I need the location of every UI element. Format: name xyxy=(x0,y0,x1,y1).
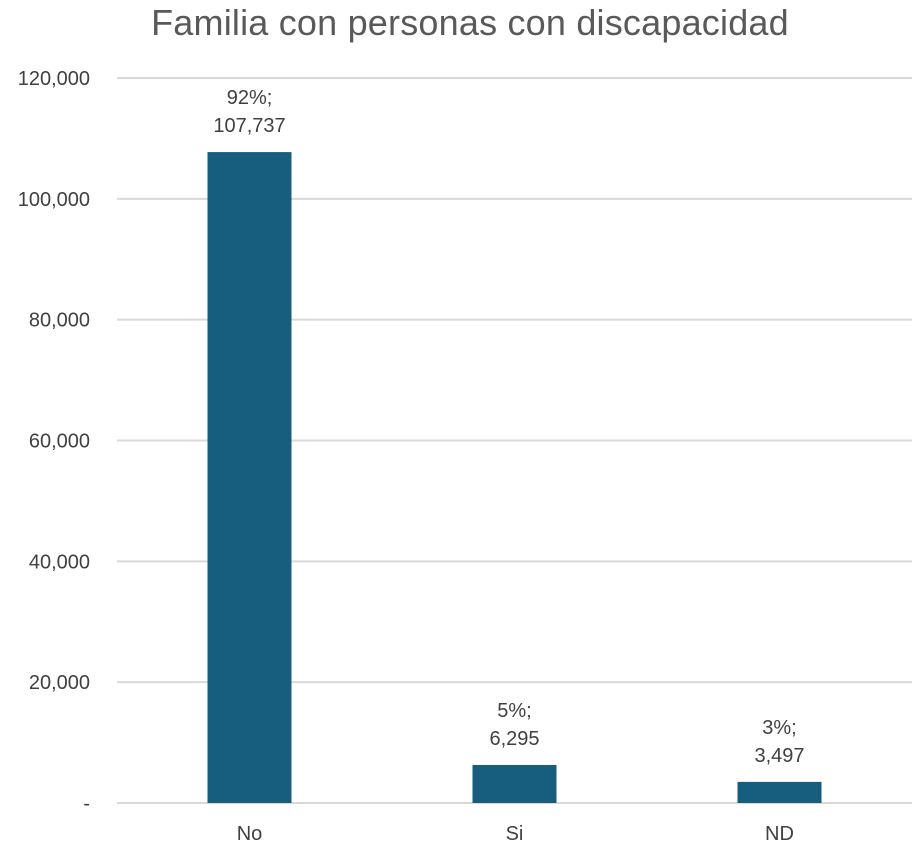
bar[interactable] xyxy=(472,764,557,803)
x-tick-label: Si xyxy=(506,823,524,845)
bar[interactable] xyxy=(737,781,822,803)
data-label-percent: 3%; xyxy=(762,717,796,739)
y-tick-label: 20,000 xyxy=(29,672,90,694)
y-tick-label: 120,000 xyxy=(18,68,90,90)
data-label-percent: 92%; xyxy=(227,87,273,109)
y-tick-label: 40,000 xyxy=(29,551,90,573)
data-label-value: 3,497 xyxy=(754,745,804,767)
x-tick-label: No xyxy=(237,823,263,845)
x-tick-label: ND xyxy=(765,823,794,845)
y-tick-label: 100,000 xyxy=(18,189,90,211)
chart-title: Familia con personas con discapacidad xyxy=(151,2,789,43)
bar[interactable] xyxy=(207,152,292,803)
y-tick-label: 60,000 xyxy=(29,431,90,453)
data-label-percent: 5%; xyxy=(497,700,531,722)
data-label-value: 6,295 xyxy=(489,728,539,750)
y-tick-label: 80,000 xyxy=(29,310,90,332)
y-tick-label: - xyxy=(83,793,90,815)
data-label-value: 107,737 xyxy=(213,115,285,137)
